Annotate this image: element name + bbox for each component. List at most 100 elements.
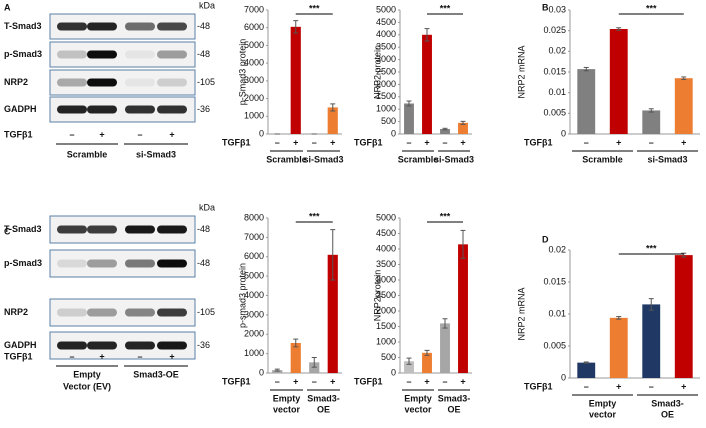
y-tick-label: 2000 bbox=[376, 305, 396, 315]
y-tick-label: 2500 bbox=[376, 290, 396, 300]
group-label: Vector (EV) bbox=[63, 381, 111, 391]
error-bar bbox=[616, 316, 622, 320]
band bbox=[57, 50, 87, 59]
band bbox=[87, 308, 117, 317]
x-tick-label: – bbox=[275, 376, 280, 386]
x-tick-label: – bbox=[406, 376, 411, 386]
band bbox=[157, 225, 187, 234]
band bbox=[157, 50, 187, 59]
error-bar bbox=[648, 298, 654, 311]
y-tick-label: 0 bbox=[259, 367, 264, 377]
significance: *** bbox=[309, 3, 320, 13]
group-label: si-Smad3 bbox=[434, 154, 474, 164]
y-axis-label: NRP2 protein bbox=[372, 45, 382, 99]
bar bbox=[422, 352, 432, 373]
x-tick-label: – bbox=[649, 137, 654, 147]
panel-letter: B bbox=[542, 2, 549, 12]
y-tick-label: 4000 bbox=[244, 58, 264, 68]
band bbox=[125, 78, 155, 87]
group-label: Empty bbox=[589, 398, 617, 408]
bar bbox=[642, 110, 661, 134]
band bbox=[57, 22, 87, 31]
kda-label: -48 bbox=[197, 49, 210, 59]
error-bar bbox=[406, 357, 412, 365]
treatment-label: TGFβ1 bbox=[4, 351, 33, 361]
significance: *** bbox=[646, 3, 657, 13]
treatment: + bbox=[99, 351, 104, 361]
y-tick-label: 1000 bbox=[244, 348, 264, 358]
group-label: si-Smad3 bbox=[303, 154, 343, 164]
kda-label: -36 bbox=[197, 340, 210, 350]
y-tick-label: 0 bbox=[561, 128, 566, 138]
group-label: vector bbox=[404, 404, 432, 414]
treatment: + bbox=[169, 351, 174, 361]
kda-label: -105 bbox=[197, 307, 215, 317]
row-label: NRP2 bbox=[4, 77, 28, 87]
y-tick-label: 2000 bbox=[376, 79, 396, 89]
bar bbox=[609, 317, 628, 378]
bar bbox=[458, 122, 468, 134]
significance: *** bbox=[646, 243, 657, 253]
band bbox=[157, 259, 187, 268]
error-bar bbox=[648, 108, 654, 113]
error-bar bbox=[293, 338, 299, 348]
y-tick-label: 0.03 bbox=[548, 4, 566, 14]
y-tick-label: 3000 bbox=[376, 274, 396, 284]
group-label: vector bbox=[589, 409, 617, 419]
group-label: si-Smad3 bbox=[136, 149, 176, 159]
x-tick-label: – bbox=[442, 376, 447, 386]
row-label: T-Smad3 bbox=[4, 224, 42, 234]
band bbox=[87, 22, 117, 31]
band bbox=[57, 308, 87, 317]
y-tick-label: 3000 bbox=[376, 54, 396, 64]
significance: *** bbox=[440, 211, 451, 221]
x-tick-label: – bbox=[406, 137, 411, 147]
error-bar bbox=[583, 66, 589, 72]
error-bar bbox=[330, 103, 336, 112]
bar bbox=[290, 26, 301, 135]
x-tick-label: + bbox=[330, 376, 335, 386]
y-tick-label: 4500 bbox=[376, 17, 396, 27]
bar bbox=[404, 361, 414, 373]
band bbox=[157, 105, 187, 114]
group-label: OE bbox=[447, 404, 460, 414]
band bbox=[87, 78, 117, 87]
y-tick-label: 0 bbox=[561, 372, 566, 382]
y-tick-label: 5000 bbox=[376, 4, 396, 14]
x-tick-label: + bbox=[293, 137, 298, 147]
treatment: + bbox=[169, 129, 174, 139]
group-label: Scramble bbox=[582, 154, 623, 164]
x-tick-label: + bbox=[616, 381, 621, 391]
bar bbox=[290, 342, 301, 373]
y-tick-label: 0.02 bbox=[548, 46, 566, 56]
x-tick-label: + bbox=[681, 381, 686, 391]
error-bar bbox=[311, 357, 317, 368]
y-tick-label: 0.01 bbox=[548, 308, 566, 318]
y-axis-label: NRP2protein bbox=[372, 270, 382, 322]
band bbox=[87, 105, 117, 114]
band bbox=[87, 50, 117, 59]
kda-unit: kDa bbox=[199, 202, 215, 212]
bar bbox=[327, 254, 338, 373]
treatment: – bbox=[69, 351, 74, 361]
y-tick-label: 8000 bbox=[244, 212, 264, 222]
error-bar bbox=[424, 349, 430, 356]
y-tick-label: 500 bbox=[381, 352, 396, 362]
y-tick-label: 1000 bbox=[376, 104, 396, 114]
x-tick-label: – bbox=[312, 137, 317, 147]
blot-frame bbox=[49, 69, 196, 96]
band bbox=[157, 22, 187, 31]
y-tick-label: 3500 bbox=[376, 42, 396, 52]
kda-label: -48 bbox=[197, 21, 210, 31]
x-row-label: TGFβ1 bbox=[354, 376, 383, 386]
bar bbox=[674, 255, 693, 378]
x-tick-label: + bbox=[460, 376, 465, 386]
band bbox=[57, 341, 87, 350]
group-label: vector bbox=[273, 404, 301, 414]
y-tick-label: 5000 bbox=[244, 40, 264, 50]
y-tick-label: 3000 bbox=[244, 75, 264, 85]
band bbox=[157, 341, 187, 350]
error-bar bbox=[442, 127, 448, 131]
y-tick-label: 3500 bbox=[376, 259, 396, 269]
y-tick-label: 0.005 bbox=[543, 108, 566, 118]
